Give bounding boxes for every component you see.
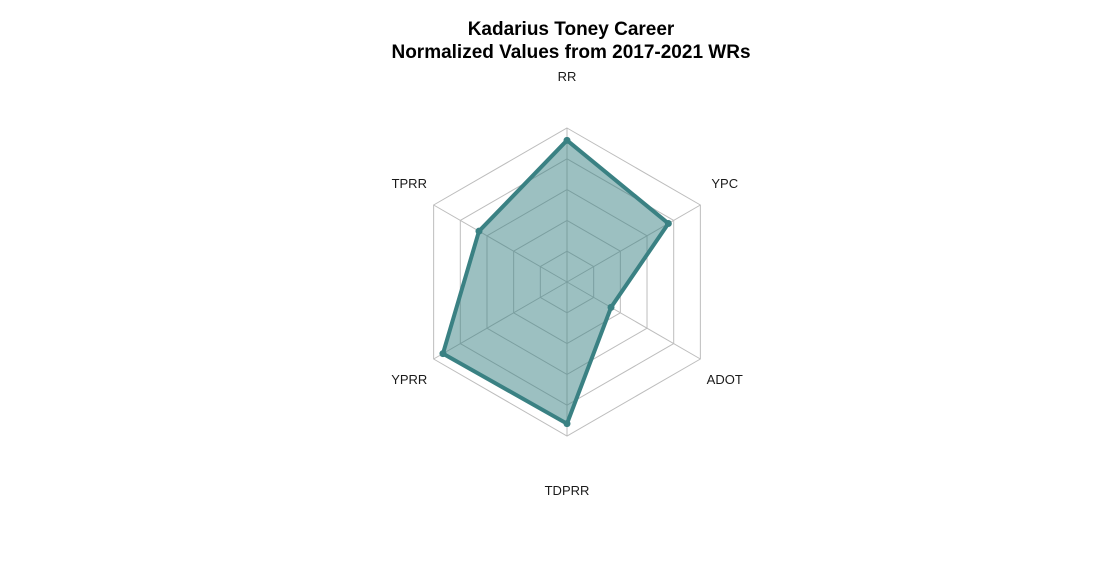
chart-subtitle: Normalized Values from 2017-2021 WRs: [391, 42, 751, 63]
axis-label-tprr: TPRR: [392, 176, 427, 191]
chart-title-block: Kadarius Toney Career Normalized Values …: [0, 18, 1097, 64]
axis-label-rr: RR: [558, 69, 577, 84]
point-adot: [607, 303, 615, 311]
chart-title: Kadarius Toney Career: [467, 19, 675, 40]
series-area-1: [440, 138, 671, 426]
point-tprr: [475, 227, 483, 235]
point-tdprr: [563, 420, 571, 428]
point-yprr: [439, 350, 447, 358]
axis-label-adot: ADOT: [707, 372, 743, 387]
point-rr: [563, 136, 571, 144]
radar-series: [439, 136, 672, 428]
radar-axis-labels: RR YPC ADOT TDPRR YPRR TPRR: [391, 69, 743, 498]
axis-label-tdprr: TDPRR: [545, 483, 590, 498]
axis-label-ypc: YPC: [711, 176, 738, 191]
axis-label-yprr: YPRR: [391, 372, 427, 387]
point-ypc: [664, 219, 672, 227]
